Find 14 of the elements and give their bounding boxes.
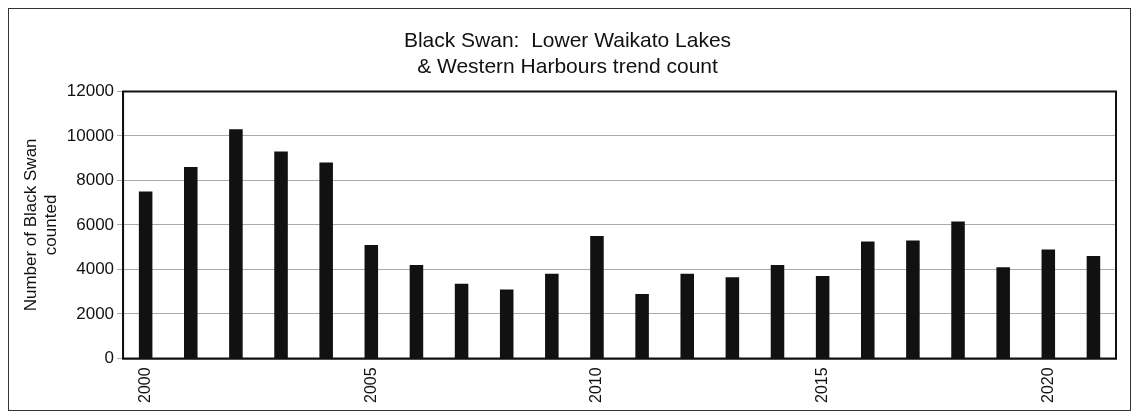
y-tick-label: 10000	[66, 125, 115, 145]
x-tick-label: 2015	[813, 367, 831, 403]
y-axis-title: Number of Black Swan counted	[20, 138, 61, 312]
y-tick-label: 4000	[76, 259, 115, 279]
y-tick-label: 2000	[76, 303, 115, 323]
y-tick-label: 6000	[76, 214, 115, 234]
y-tick-label: 0	[104, 348, 115, 368]
x-tick-label: 2010	[587, 367, 605, 403]
y-tick-label: 12000	[66, 81, 115, 101]
chart-title: Black Swan: Lower Waikato Lakes & Western Harbours trend count	[403, 28, 732, 77]
x-tick-label: 2000	[136, 367, 154, 403]
x-tick-label: 2005	[361, 367, 379, 403]
y-tick-label: 8000	[76, 170, 115, 190]
x-tick-label: 2020	[1038, 367, 1056, 403]
